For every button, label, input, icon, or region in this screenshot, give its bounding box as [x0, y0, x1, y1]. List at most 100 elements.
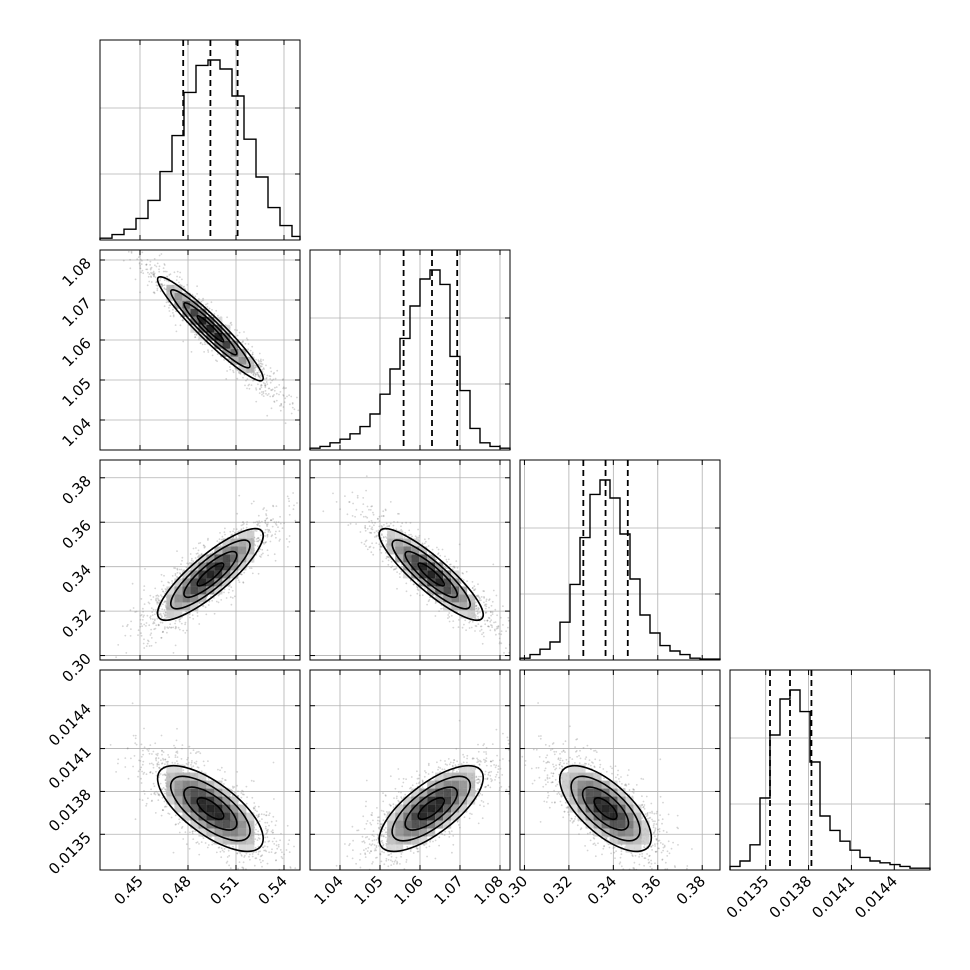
scatter-point [279, 391, 282, 393]
density-cell [411, 828, 420, 837]
scatter-point [216, 360, 219, 363]
density-cell [246, 554, 255, 563]
scatter-point [620, 850, 623, 853]
scatter-point [145, 804, 148, 807]
contour-line [404, 550, 459, 599]
density-cell [411, 562, 420, 571]
scatter-point [166, 279, 168, 282]
scatter-point [155, 598, 157, 601]
scatter-point [335, 864, 338, 867]
x-tick-label: 1.07 [430, 872, 466, 908]
scatter-point [158, 766, 161, 769]
scatter-point [355, 862, 357, 865]
scatter-point [351, 491, 354, 494]
scatter-point [293, 504, 295, 507]
scatter-point [157, 799, 160, 801]
scatter-point [500, 633, 503, 636]
scatter-point [161, 588, 163, 591]
scatter-point [166, 631, 168, 634]
scatter-point [558, 767, 561, 770]
density-cell [403, 796, 412, 805]
scatter-point [190, 766, 193, 769]
density-cell [198, 828, 207, 837]
scatter-point [658, 847, 660, 850]
scatter-point [156, 287, 159, 290]
scatter-point [547, 791, 549, 794]
scatter-point [260, 386, 263, 389]
scatter-point [546, 754, 549, 757]
density-cell [403, 828, 412, 837]
scatter-point [232, 845, 234, 848]
scatter-point [653, 830, 656, 833]
scatter-point [161, 615, 163, 618]
scatter-point [140, 634, 143, 637]
scatter-point [400, 855, 402, 858]
scatter-point [661, 822, 663, 825]
scatter-point [427, 773, 430, 775]
scatter-point [564, 751, 566, 753]
scatter-point [417, 777, 420, 780]
scatter-point [159, 782, 162, 785]
scatter-point [653, 831, 656, 834]
scatter-point [547, 794, 550, 797]
scatter-point [631, 855, 634, 857]
scatter-point [659, 842, 662, 844]
scatter-point [397, 799, 400, 802]
scatter-point [382, 843, 385, 846]
scatter-point [373, 844, 376, 846]
scatter-point [208, 307, 211, 310]
scatter-point [289, 867, 292, 869]
x-tick-label: 1.04 [310, 872, 346, 908]
scatter-point [371, 526, 373, 529]
scatter-point [180, 827, 183, 829]
scatter-point [641, 803, 644, 806]
density-cell [419, 570, 428, 579]
scatter-point [363, 543, 366, 545]
scatter-point [666, 855, 669, 857]
density-cell [435, 772, 444, 781]
x-tick-label: 0.0144 [851, 872, 901, 922]
scatter-point [242, 527, 245, 530]
scatter-point [225, 597, 228, 599]
density-cell [443, 602, 452, 611]
scatter-point [152, 766, 155, 769]
scatter-point [196, 285, 199, 288]
scatter-point [482, 590, 485, 592]
scatter-point [261, 363, 264, 365]
scatter-point [489, 760, 492, 763]
scatter-point [475, 595, 478, 597]
scatter-point [256, 540, 258, 543]
scatter-point [535, 748, 538, 751]
scatter-point [275, 820, 278, 822]
scatter-point [672, 841, 674, 844]
scatter-point [618, 780, 621, 783]
scatter-point [139, 768, 142, 771]
scatter-point [453, 566, 456, 569]
scatter-point [477, 611, 479, 614]
scatter-point [150, 800, 153, 802]
scatter-point [643, 804, 646, 806]
scatter-point [575, 738, 578, 741]
scatter-point [170, 626, 173, 629]
scatter-point [152, 608, 155, 611]
scatter-point [151, 799, 153, 802]
scatter-point [493, 628, 496, 631]
scatter-point [142, 642, 145, 645]
density-cell [214, 796, 223, 805]
scatter-point [211, 599, 214, 602]
scatter-point [593, 766, 596, 768]
scatter-point [195, 334, 198, 336]
scatter-point [156, 601, 159, 604]
scatter-point [370, 519, 373, 522]
scatter-point [141, 625, 144, 628]
scatter-point [157, 595, 160, 597]
scatter-point [471, 587, 474, 589]
scatter-point [279, 515, 281, 518]
scatter-point [482, 801, 485, 803]
scatter-point [207, 760, 209, 762]
density-cell [190, 602, 199, 611]
scatter-point [223, 783, 225, 785]
scatter-point [234, 531, 236, 534]
scatter-point [543, 800, 546, 803]
scatter-point [259, 359, 262, 362]
